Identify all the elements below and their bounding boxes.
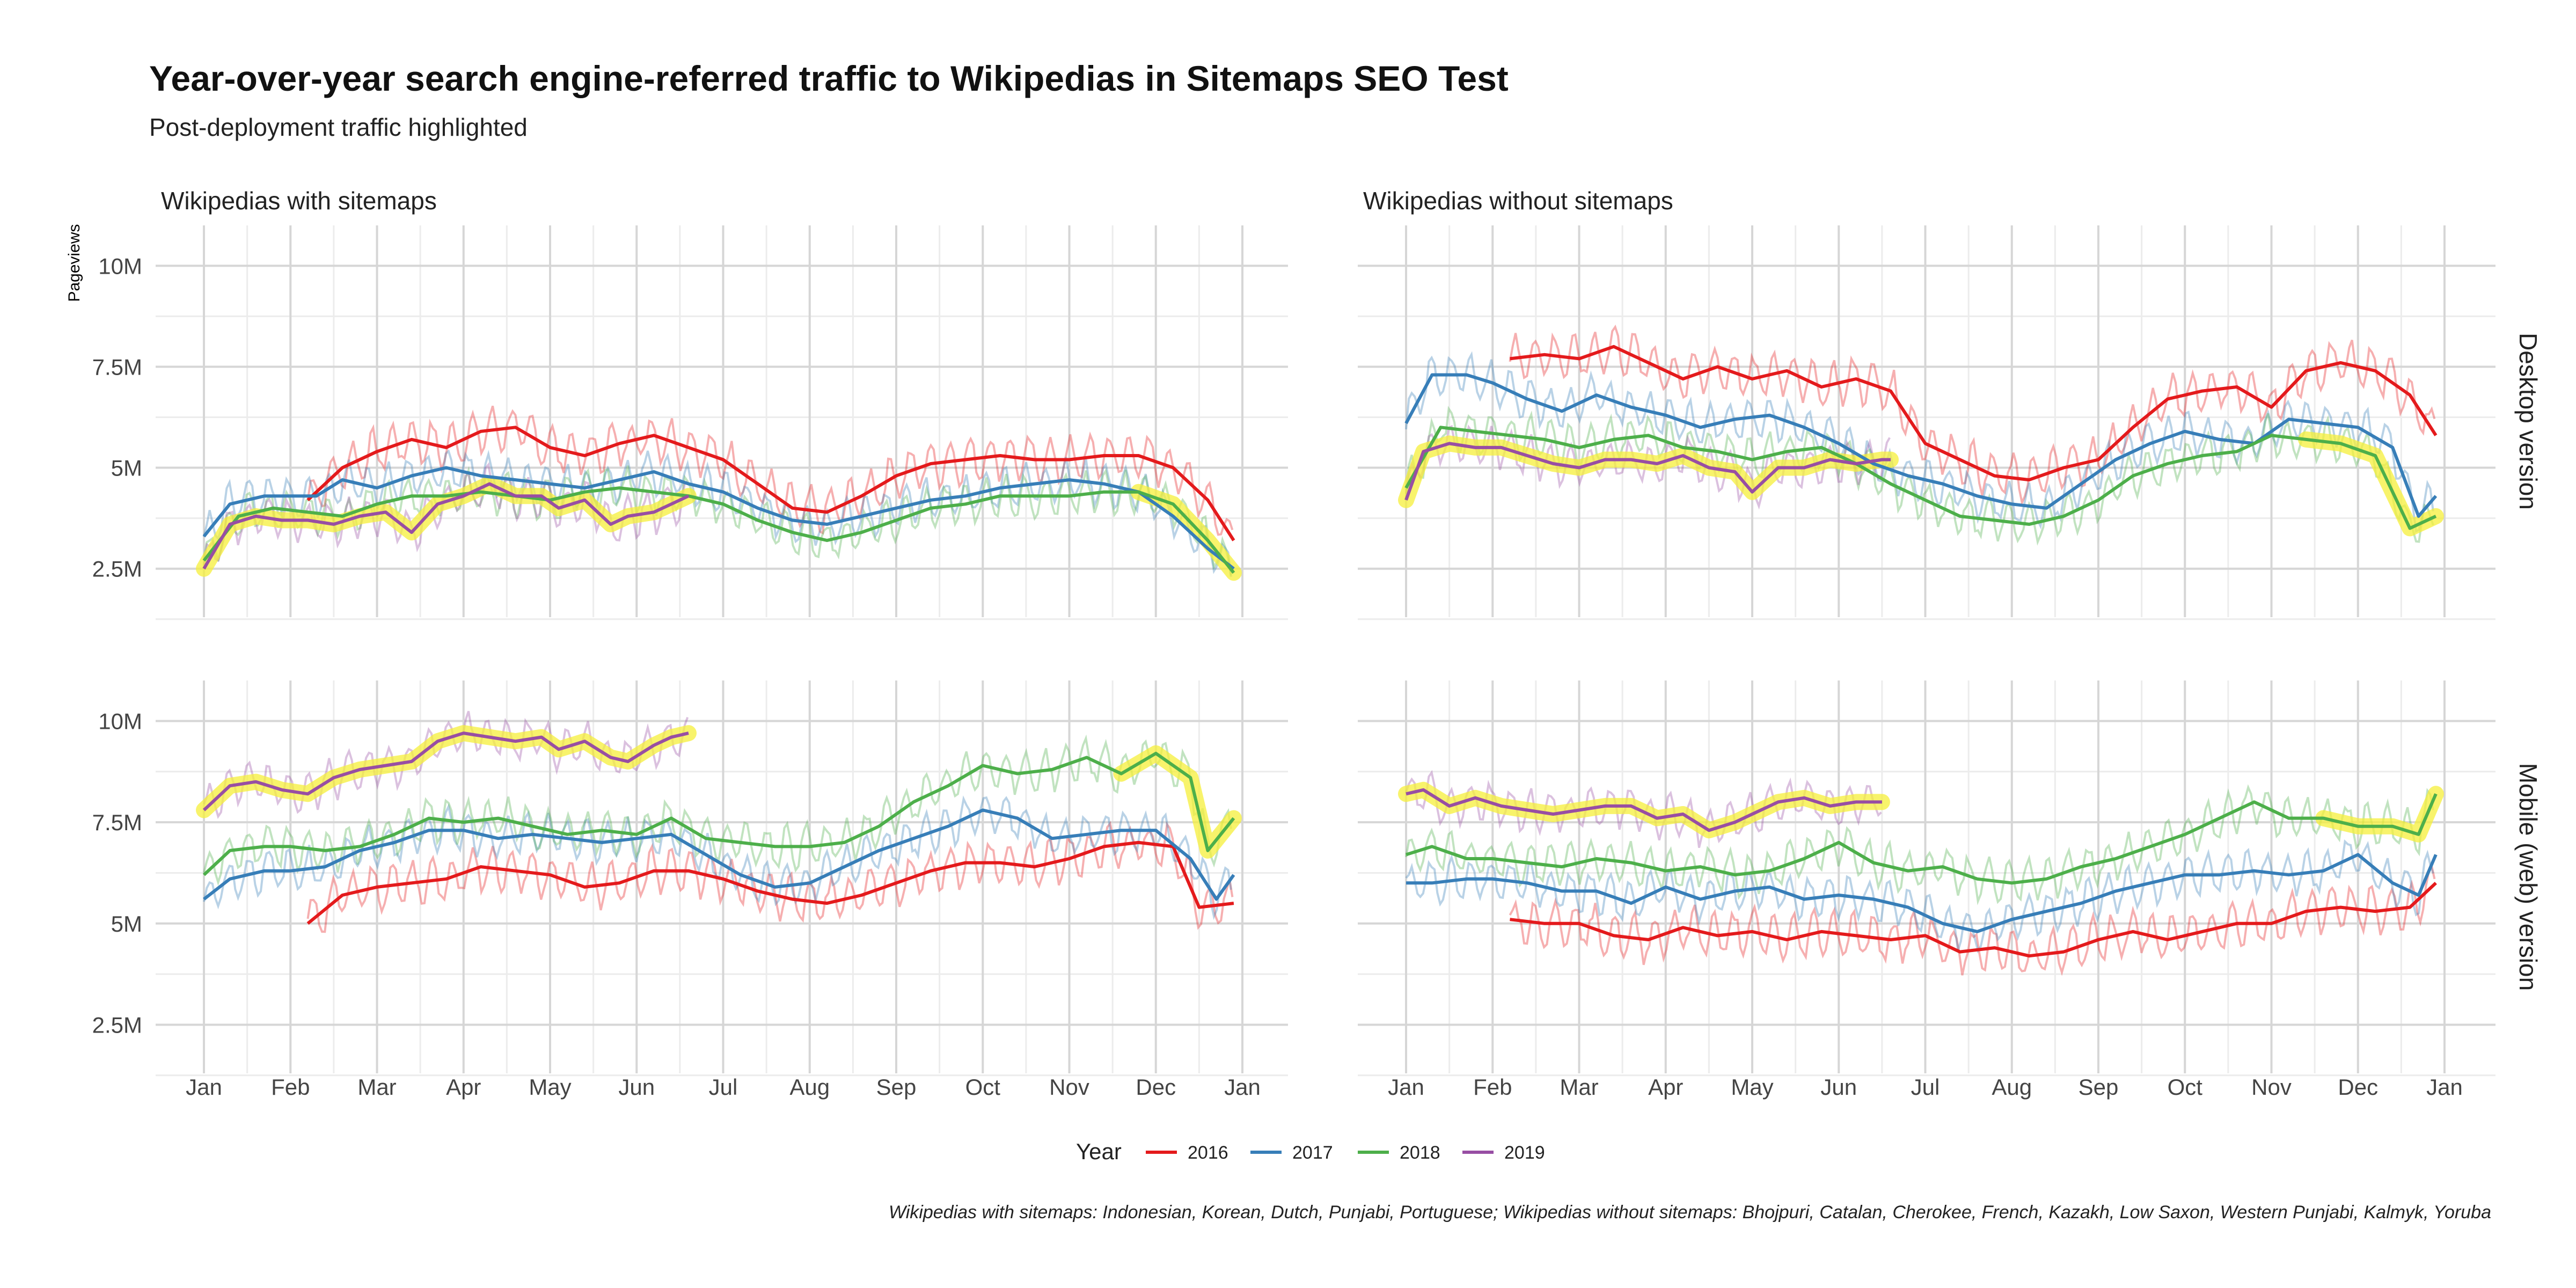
y-tick-label: 10M xyxy=(98,708,142,734)
series-line-2018 xyxy=(202,486,1235,574)
x-tick-label: Aug xyxy=(789,1074,830,1100)
series-line-2016 xyxy=(306,426,1235,541)
strip-title-desktop: Desktop version xyxy=(2514,333,2542,510)
x-tick-label: Jun xyxy=(1820,1074,1857,1100)
daily-line-2018 xyxy=(1405,406,2434,546)
x-tick-label: May xyxy=(529,1074,571,1100)
x-tick-label: Jun xyxy=(618,1074,655,1100)
daily-line-2019 xyxy=(203,462,689,566)
strip-title-mobile: Mobile (web) version xyxy=(2514,763,2542,991)
y-tick-label: 10M xyxy=(98,253,142,279)
legend-label-2017: 2017 xyxy=(1292,1143,1333,1163)
series-line-2017 xyxy=(203,808,1235,901)
x-tick-label: Oct xyxy=(2168,1074,2203,1100)
chart-caption: Wikipedias with sitemaps: Indonesian, Ko… xyxy=(888,1202,2491,1223)
panel-mobile-with-sitemaps xyxy=(196,711,1242,933)
x-tick-label: Aug xyxy=(1992,1074,2032,1100)
daily-line-2016 xyxy=(1509,863,2436,976)
x-tick-label: Dec xyxy=(2338,1074,2378,1100)
series-line-2017 xyxy=(202,466,1235,570)
x-tick-label: May xyxy=(1731,1074,1773,1100)
y-tick-label: 2.5M xyxy=(92,557,142,582)
series-line-2018 xyxy=(1404,426,2437,530)
x-tick-label: Feb xyxy=(271,1074,310,1100)
y-axis-title: Pageviews xyxy=(65,224,83,302)
facet-title-without-sitemaps: Wikipedias without sitemaps xyxy=(1363,187,1673,215)
series-line-2017 xyxy=(1406,853,2438,933)
series-line-2018 xyxy=(202,751,1235,876)
y-tick-label: 5M xyxy=(111,911,142,936)
series-line-2019 xyxy=(1404,442,1891,501)
series-line-2018 xyxy=(1406,793,2438,885)
legend-title: Year xyxy=(1076,1139,1122,1164)
y-tick-label: 5M xyxy=(111,456,142,481)
y-tick-label: 7.5M xyxy=(92,354,142,379)
x-tick-label: Apr xyxy=(446,1074,481,1100)
legend-label-2019: 2019 xyxy=(1504,1143,1545,1163)
x-tick-label: Apr xyxy=(1648,1074,1683,1100)
series-line-2016 xyxy=(306,840,1234,925)
daily-line-2017 xyxy=(1405,839,2434,954)
panel-mobile-without-sitemaps xyxy=(1398,770,2444,976)
daily-line-2018 xyxy=(1405,784,2434,905)
series-line-2019 xyxy=(1406,788,1882,832)
highlight-band-2018 xyxy=(2315,786,2444,843)
x-tick-label: Sep xyxy=(876,1074,917,1100)
x-tick-label: Oct xyxy=(965,1074,1001,1100)
plot-layer: Pageviews Wikipedias with sitemaps Wikiped… xyxy=(65,187,2542,1100)
legend: Year 2016 2017 2018 2019 xyxy=(1076,1139,1545,1164)
x-tick-label: Feb xyxy=(1473,1074,1512,1100)
x-tick-label: Sep xyxy=(2079,1074,2119,1100)
x-tick-label: Dec xyxy=(1136,1074,1176,1100)
daily-line-2016 xyxy=(1509,324,2436,507)
x-tick-label: Jan xyxy=(1388,1074,1424,1100)
facet-title-with-sitemaps: Wikipedias with sitemaps xyxy=(161,187,437,215)
series-line-2019 xyxy=(202,731,689,811)
daily-line-2016 xyxy=(306,821,1234,933)
legend-label-2018: 2018 xyxy=(1400,1143,1440,1163)
x-tick-label: Jan xyxy=(1224,1074,1261,1100)
legend-label-2016: 2016 xyxy=(1188,1143,1228,1163)
series-line-2016 xyxy=(1510,882,2437,958)
panel-desktop-without-sitemaps xyxy=(1398,324,2444,546)
x-tick-label: Jan xyxy=(2426,1074,2463,1100)
series-line-2017 xyxy=(1404,373,2438,518)
series-line-2016 xyxy=(1510,345,2438,482)
x-tick-label: Jul xyxy=(1911,1074,1940,1100)
x-tick-label: Jul xyxy=(709,1074,738,1100)
x-tick-label: Mar xyxy=(1560,1074,1598,1100)
chart-title: Year-over-year search engine-referred tr… xyxy=(149,58,1509,98)
daily-line-2017 xyxy=(203,449,1232,577)
x-tick-label: Mar xyxy=(357,1074,396,1100)
panel-desktop-with-sitemaps xyxy=(196,405,1242,581)
chart-subtitle: Post-deployment traffic highlighted xyxy=(149,113,528,141)
x-tick-label: Nov xyxy=(2251,1074,2292,1100)
y-tick-label: 2.5M xyxy=(92,1012,142,1037)
daily-line-2016 xyxy=(306,405,1234,536)
x-tick-label: Nov xyxy=(1049,1074,1089,1100)
x-tick-label: Jan xyxy=(186,1074,222,1100)
y-tick-label: 7.5M xyxy=(92,810,142,835)
series-line-2019 xyxy=(202,482,690,570)
